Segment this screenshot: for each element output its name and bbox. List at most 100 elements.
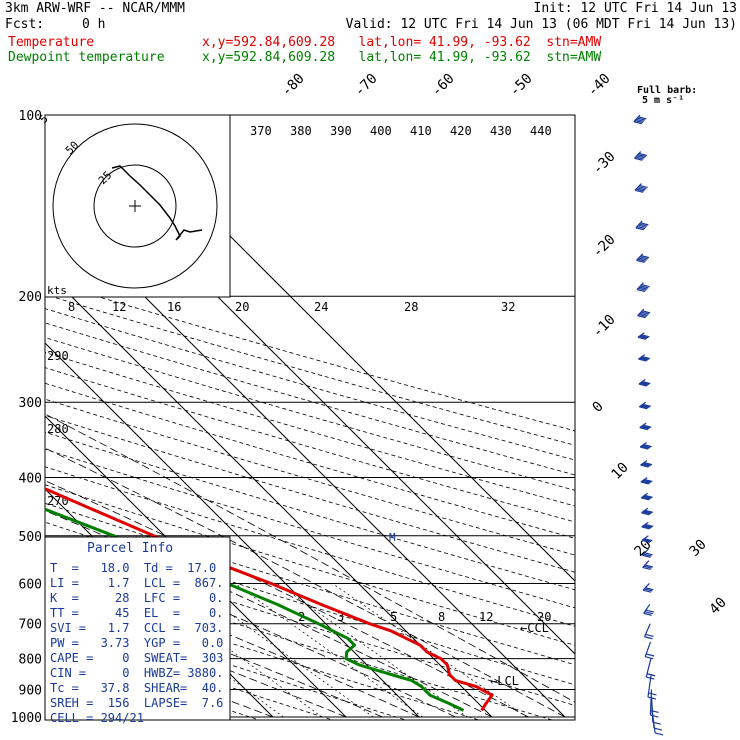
mixing-ratio-line [103,583,284,718]
barb-staff [643,604,651,614]
barb-staff [638,378,646,385]
dry-adiabat [45,484,575,646]
mixing-ratio-label: 20 [235,300,249,314]
barb-flag [639,223,648,227]
barb-flag [638,358,647,362]
wind-barb [639,442,652,450]
barb-staff [641,507,649,514]
dry-adiabat [45,308,575,461]
barb-flag [636,155,645,159]
hodo-ring [93,164,177,248]
barb-flag [639,312,649,316]
dewpoint-legend: Dewpoint temperature [8,50,165,65]
mixing-ratio-label: 16 [167,300,181,314]
barb-flag [637,336,647,340]
barb-flag [639,382,649,386]
barb-flag [642,511,651,515]
wind-barb [643,604,655,616]
barb-staff [636,282,644,290]
temperature-location: x,y=592.84,609.28 lat,lon= 41.99, -93.62… [202,35,602,50]
wind-barb [642,583,654,593]
barb-flag [643,524,653,528]
barb-key-line1: Full barb: [637,85,697,96]
pressure-label: 600 [19,577,42,592]
parcel-info-row: TT = 45 EL = 0. [50,606,223,620]
dry-adiabat [45,431,575,591]
isotherm-line [45,269,493,718]
isotherm-label: -50 [507,71,536,100]
barb-flag [640,255,650,259]
barb-flag [636,259,645,264]
barb-flag [640,311,650,315]
barb-flag [643,553,652,557]
barb-flag [642,462,651,467]
dry-adiabat [45,582,481,720]
barb-flag [645,656,654,660]
barb-flag [638,287,647,291]
barb-flag [642,444,651,449]
wind-barb [640,492,653,501]
barb-staff [640,476,648,483]
dry-adiabat [45,337,575,491]
barb-flag [642,589,652,593]
dry-adiabat [45,466,575,627]
dewpoint-location: x,y=592.84,609.28 lat,lon= 41.99, -93.62… [202,50,602,65]
moist-adiabat [45,447,566,718]
barb-flag [638,152,648,157]
barb-flag [643,565,652,569]
barb-flag [640,285,649,289]
theta-label: 370 [250,124,272,138]
pressure-label: 900 [19,683,42,698]
pressure-label: 1000 [11,711,42,726]
parcel-info-row: CAPE = 0 SWEAT= 303 [50,651,223,665]
barb-staff [642,560,650,568]
barb-flag [641,284,650,288]
barb-staff [638,354,646,360]
barb-staff [639,422,647,429]
barb-flag [642,525,652,529]
theta-e-label: 280 [47,422,69,436]
parcel-info-row: SVI = 1.7 CCL = 703. [50,621,223,635]
barb-staff [638,401,647,408]
barb-staff [641,521,649,528]
barb-flag [641,425,651,429]
wind-barb [641,548,653,558]
pressure-label: 700 [19,618,42,633]
barb-flag [636,288,646,293]
theta-label: 420 [450,124,472,138]
barb-flag [637,187,646,191]
wind-barb [639,422,652,431]
barb-flag [640,356,649,361]
barb-flag [655,732,664,736]
barb-flag [644,478,653,483]
barb-flag [638,257,647,261]
barb-flag [639,256,649,260]
barb-flag [641,356,650,360]
model-title: 3km ARW-WRF -- NCAR/MMM [5,1,186,16]
dry-adiabat [45,603,408,720]
wind-barb [637,332,650,340]
barb-key-line2: 5 m s⁻¹ [642,95,684,106]
barb-flag [641,512,650,516]
barb-flag [640,481,649,485]
wind-barb [638,378,651,387]
forecast-hour: 0 h [82,17,106,32]
pressure-label: 100 [19,109,42,124]
theta-label: 440 [530,124,552,138]
barb-flag [645,609,655,613]
barb-flag [643,444,652,448]
pressure-label: 800 [19,653,42,668]
pressure-label: 500 [19,530,42,545]
barb-flag [653,727,663,731]
barb-flag [637,258,646,262]
moist-adiabat [45,600,347,718]
parcel-info-row: T = 18.0 Td = 17.0 [50,561,216,575]
ccl-annotation: ←CCL [520,621,549,635]
mixing-ratio-label: 8 [68,300,75,314]
barb-flag [643,538,652,543]
barb-flag [642,496,651,500]
theta-label: 400 [370,124,392,138]
wind-barb [638,401,651,410]
pressure-label: 300 [19,396,42,411]
